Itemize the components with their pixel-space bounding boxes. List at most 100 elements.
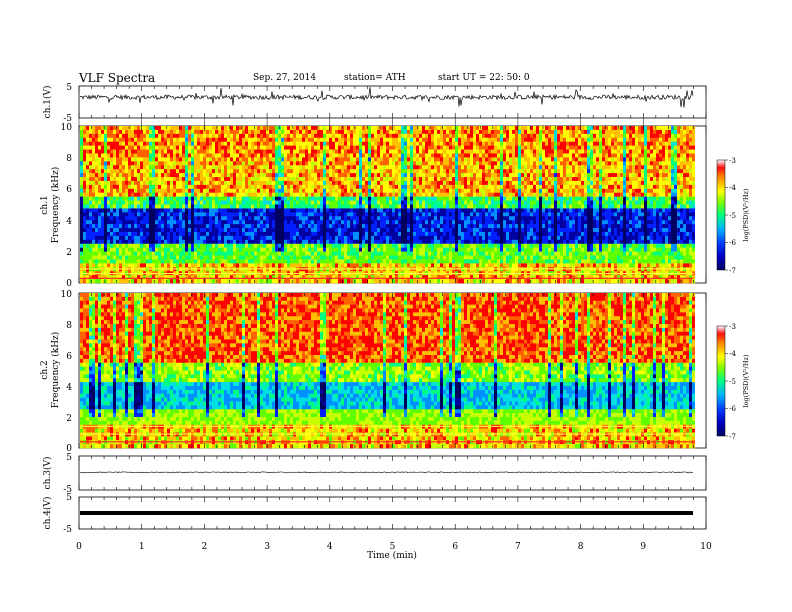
spectrogram-cell [134,243,137,248]
spectrogram-cell [275,204,278,209]
spectrogram-cell [98,149,101,154]
spectrogram-cell [284,220,287,225]
spectrogram-cell [389,247,392,252]
spectrogram-cell [284,126,287,131]
spectrogram-cell [101,247,104,252]
spectrogram-cell [98,243,101,248]
spectrogram-cell [323,220,326,225]
spectrogram-cell [338,212,341,217]
spectrogram-cell [197,263,200,268]
spectrogram-cell [173,184,176,190]
spectrogram-cell [215,224,218,229]
spectrogram-cell [353,157,356,162]
spectrogram-cell [272,235,275,241]
spectrogram-cell [407,165,410,170]
spectrogram-cell [140,173,143,178]
spectrogram-cell [269,228,272,233]
spectrogram-cell [428,224,431,229]
spectrogram-cell [410,228,413,233]
spectrogram-cell [116,165,119,170]
spectrogram-cell [278,137,281,142]
spectrogram-cell [116,204,119,209]
spectrogram-cell [317,145,320,150]
spectrogram-cell [416,137,419,142]
spectrogram-cell [218,231,221,237]
spectrogram-cell [164,149,167,154]
spectrogram-cell [272,216,275,221]
spectrogram-cell [230,129,233,135]
spectrogram-cell [128,137,131,142]
spectrogram-cell [410,145,413,150]
spectrogram-cell [119,200,122,205]
spectrogram-cell [239,153,242,158]
spectrogram-cell [371,216,374,221]
spectrogram-cell [350,251,353,256]
spectrogram-cell [209,169,212,174]
spectrogram-cell [221,129,224,135]
spectrogram-cell [203,220,206,225]
spectrogram-cell [107,149,110,154]
spectrogram-cell [332,231,335,237]
spectrogram-cell [443,255,446,260]
spectrogram-cell [452,192,455,197]
spectrogram-cell [161,149,164,154]
spectrogram-cell [338,228,341,233]
spectrogram-cell [182,192,185,197]
spectrogram-cell [380,157,383,162]
spectrogram-cell [134,192,137,197]
spectrogram-cell [311,200,314,205]
spectrogram-cell [206,247,209,252]
spectrogram-cell [374,243,377,248]
spectrogram-cell [344,204,347,209]
spectrogram-cell [308,188,311,194]
spectrogram-cell [209,212,212,217]
spectrogram-cell [425,255,428,260]
spectrogram-cell [287,204,290,209]
spectrogram-cell [245,173,248,178]
spectrogram-cell [158,279,161,284]
spectrogram-cell [143,161,146,166]
spectrogram-cell [308,279,311,284]
spectrogram-cell [92,243,95,248]
spectrogram-cell [110,153,113,158]
spectrogram-cell [278,204,281,209]
spectrogram-cell [206,239,209,245]
spectrogram-cell [251,212,254,217]
spectrogram-cell [374,200,377,205]
spectrogram-cell [311,137,314,142]
spectrogram-cell [410,173,413,178]
spectrogram-cell [218,200,221,205]
spectrogram-cell [230,212,233,217]
spectrogram-cell [269,200,272,205]
spectrogram-cell [272,126,275,131]
spectrogram-cell [200,208,203,213]
spectrogram-cell [299,263,302,268]
spectrogram-cell [209,243,212,248]
spectrogram-cell [200,255,203,260]
spectrogram-cell [443,275,446,280]
spectrogram-cell [143,177,146,182]
spectrogram-cell [224,279,227,284]
spectrogram-cell [320,251,323,256]
spectrogram-cell [176,177,179,182]
spectrogram-cell [452,180,455,186]
spectrogram-cell [359,224,362,229]
spectrogram-cell [314,243,317,248]
spectrogram-cell [263,161,266,166]
spectrogram-cell [452,216,455,221]
spectrogram-cell [422,204,425,209]
spectrogram-cell [215,188,218,194]
spectrogram-cell [122,247,125,252]
spectrogram-cell [230,208,233,213]
spectrogram-cell [266,173,269,178]
spectrogram-cell [206,251,209,256]
spectrogram-cell [266,157,269,162]
spectrogram-cell [413,255,416,260]
spectrogram-cell [416,165,419,170]
spectrogram-cell [122,153,125,158]
spectrogram-cell [254,231,257,237]
spectrogram-cell [185,200,188,205]
spectrogram-cell [305,279,308,284]
spectrogram-cell [338,133,341,139]
spectrogram-cell [428,239,431,245]
